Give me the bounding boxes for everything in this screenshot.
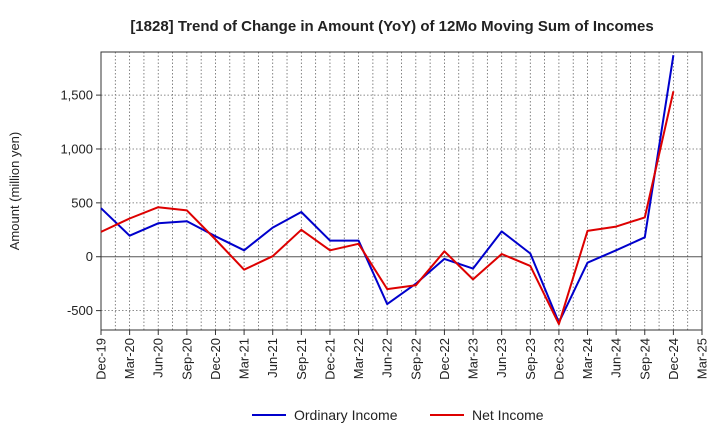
y-tick-label: 0	[86, 249, 93, 264]
x-tick-label: Mar-24	[580, 338, 595, 379]
x-tick-label: Dec-21	[322, 338, 337, 380]
x-tick-label: Jun-20	[151, 338, 166, 378]
x-tick-label: Sep-20	[179, 338, 194, 380]
y-tick-label: 1,500	[60, 88, 93, 103]
x-tick-label: Dec-22	[437, 338, 452, 380]
y-tick-label: -500	[67, 303, 93, 318]
x-tick-label: Jun-24	[609, 338, 624, 378]
x-tick-label: Mar-25	[695, 338, 710, 379]
x-tick-label: Dec-19	[94, 338, 109, 380]
x-tick-label: Sep-22	[408, 338, 423, 380]
x-tick-label: Mar-21	[237, 338, 252, 379]
y-tick-label: 500	[71, 195, 93, 210]
plot-background	[101, 52, 702, 330]
x-tick-label: Mar-23	[466, 338, 481, 379]
y-tick-label: 1,000	[60, 141, 93, 156]
x-tick-label: Sep-23	[523, 338, 538, 380]
y-axis-label: Amount (million yen)	[7, 132, 22, 251]
plot-area: -500 0 500 1,000 1,500 Dec-19 Mar-20 Jun-20 Sep-…	[60, 51, 710, 380]
x-tick-label: Sep-24	[637, 338, 652, 380]
x-tick-label: Dec-20	[208, 338, 223, 380]
series-line-net-income	[100, 91, 675, 326]
x-tick-label: Dec-24	[666, 338, 681, 380]
series-line-ordinary-income	[100, 55, 675, 324]
x-tick-label: Jun-22	[380, 338, 395, 378]
x-tick-label: Mar-20	[122, 338, 137, 379]
legend: Ordinary Income Net Income	[252, 407, 544, 423]
plot-frame	[100, 51, 703, 331]
x-tick-label: Jun-21	[265, 338, 280, 378]
legend-label: Net Income	[472, 407, 544, 423]
x-tick-label: Mar-22	[351, 338, 366, 379]
legend-label: Ordinary Income	[294, 407, 398, 423]
chart-title: [1828] Trend of Change in Amount (YoY) o…	[130, 18, 653, 35]
x-tick-label: Dec-23	[551, 338, 566, 380]
x-tick-label: Jun-23	[494, 338, 509, 378]
x-tick-label: Sep-21	[294, 338, 309, 380]
